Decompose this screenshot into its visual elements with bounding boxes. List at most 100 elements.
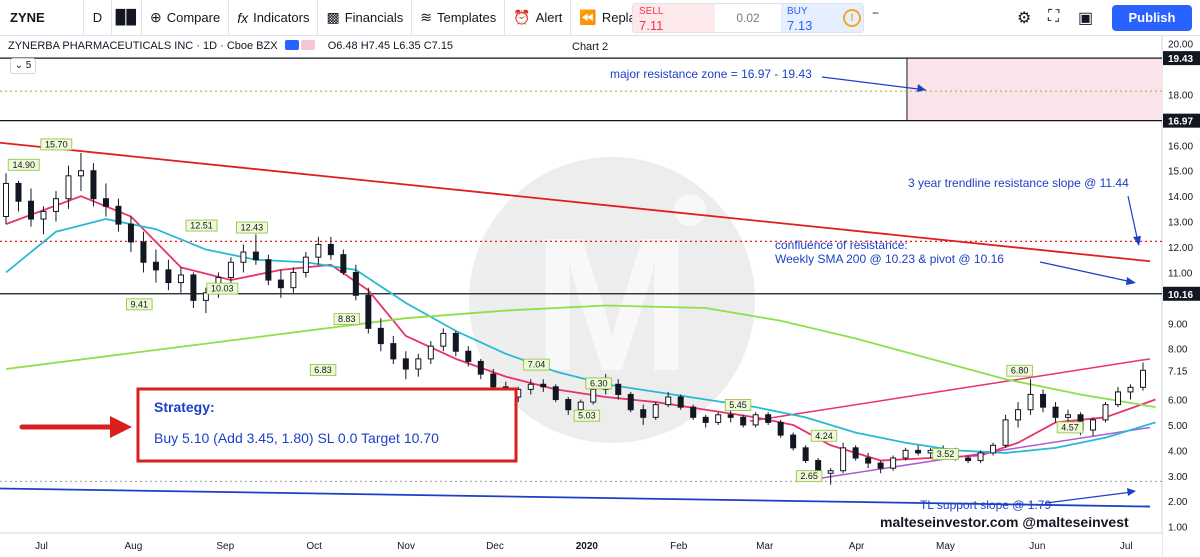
pivot-label-box <box>40 138 73 151</box>
y-tick-label: 11.00 <box>1168 268 1193 279</box>
pivot-label-text: 15.70 <box>45 139 68 149</box>
candle-body <box>40 210 47 220</box>
candle-body <box>1127 386 1134 393</box>
candle <box>827 468 834 485</box>
annotation-resistance-zone: major resistance zone = 16.97 - 19.43 <box>610 67 812 81</box>
candles-icon: ▉▉ <box>115 9 138 25</box>
x-tick-label: Apr <box>849 541 865 552</box>
candle-body <box>1102 404 1109 421</box>
collapse-count: 5 <box>25 60 32 71</box>
pivot-label: 2.65 <box>795 470 823 483</box>
price-chart[interactable]: M 14.90 15.70 9.41 12.51 10.03 12.43 6.83 8.83 5… <box>0 36 1200 557</box>
buy-label: BUY <box>787 6 808 17</box>
financials-label: Financials <box>344 10 404 25</box>
candle <box>877 460 884 474</box>
interval-button[interactable]: D <box>84 0 112 36</box>
y-tick-label: 14.00 <box>1168 192 1193 203</box>
trade-widget: SELL 7.11 0.02 BUY 7.13 <box>632 3 864 33</box>
chart-type-button[interactable]: ▉▉ <box>112 0 142 36</box>
candle <box>1115 386 1122 408</box>
fullscreen-icon[interactable]: ⛶ <box>1048 8 1060 25</box>
candle <box>1027 379 1034 415</box>
indicators-button[interactable]: fx Indicators <box>229 0 319 36</box>
candle <box>102 183 109 217</box>
settings-wave-icon[interactable] <box>300 40 315 50</box>
minimize-icon[interactable]: − <box>872 6 880 20</box>
candle <box>252 234 259 265</box>
time-axis[interactable] <box>0 533 1162 557</box>
pivot-label-text: 12.43 <box>241 223 264 233</box>
candle <box>365 287 372 334</box>
x-tick-label: Aug <box>124 541 142 552</box>
trendlines-layer <box>0 141 1151 508</box>
legend-collapse-button[interactable]: ⌄ 5 <box>10 58 36 74</box>
candle-body <box>1140 369 1146 388</box>
price-label-text: 10.16 <box>1168 290 1193 301</box>
compare-button[interactable]: ⊕ Compare <box>142 0 230 36</box>
candle <box>277 269 284 298</box>
candle-body <box>715 414 722 423</box>
arrowhead-tl-support <box>1127 488 1136 496</box>
candle-body <box>340 254 347 273</box>
warning-icon[interactable]: ! <box>843 9 861 27</box>
y-tick-label: 3.00 <box>1168 472 1188 483</box>
sell-button[interactable]: SELL 7.11 <box>633 4 715 32</box>
candle <box>840 442 847 474</box>
candle <box>427 341 434 364</box>
pivot-label-box <box>810 429 838 442</box>
candle-body <box>365 294 372 329</box>
pivot-label-text: 9.41 <box>131 299 149 309</box>
horizontal-lines-layer <box>0 57 1162 482</box>
candle-body <box>852 447 859 459</box>
y-tick-label: 5.00 <box>1168 421 1188 432</box>
y-tick-label: 16.00 <box>1168 141 1193 152</box>
strategy-arrowhead <box>110 416 132 438</box>
pivot-label-text: 6.80 <box>1011 366 1029 376</box>
publish-button[interactable]: Publish <box>1112 5 1192 31</box>
arrow-trendline <box>1127 195 1139 243</box>
financials-button[interactable]: ▩ Financials <box>318 0 413 36</box>
candle-body <box>740 416 747 426</box>
symbol-search[interactable]: ZYNE <box>0 0 84 36</box>
y-tick-label: 8.00 <box>1168 345 1188 356</box>
candle-body <box>127 223 134 243</box>
gear-icon[interactable]: ⚙ <box>1017 10 1032 27</box>
candle-body <box>652 404 659 418</box>
pivot-label-text: 8.83 <box>338 314 356 324</box>
chevron-down-icon: ⌄ <box>14 60 24 71</box>
templates-button[interactable]: ≋ Templates <box>412 0 506 36</box>
watermark-logo: M <box>469 157 755 443</box>
x-tick-label: Jul <box>35 541 48 552</box>
candle <box>1090 417 1097 436</box>
y-tick-label: 18.00 <box>1168 90 1193 101</box>
candle-body <box>390 343 397 360</box>
candle-body <box>115 205 122 225</box>
pivot-label: 5.45 <box>724 399 752 411</box>
visibility-icon[interactable] <box>284 40 299 50</box>
x-tick-label: May <box>936 541 955 552</box>
candle-body <box>765 414 772 423</box>
candle <box>115 198 122 232</box>
candle-body <box>27 200 34 220</box>
price-axis[interactable] <box>1162 36 1200 533</box>
rewind-icon: ⏪ <box>579 9 597 25</box>
camera-icon[interactable]: ▣ <box>1078 10 1094 27</box>
x-tick-label: 2020 <box>576 541 599 552</box>
candle-body <box>1115 391 1122 406</box>
candle-body <box>1002 419 1009 446</box>
interval-label: D <box>92 10 103 25</box>
strategy-box: Strategy: Buy 5.10 (Add 3.45, 1.80) SL 0… <box>19 387 518 463</box>
candle-body <box>1090 419 1097 431</box>
candle-body <box>665 396 672 406</box>
alert-button[interactable]: ⏰ Alert <box>505 0 572 36</box>
x-tick-label: Jun <box>1029 541 1045 552</box>
candle <box>27 188 34 227</box>
pivot-label-text: 4.57 <box>1061 422 1079 432</box>
pivot-label-box <box>523 358 550 371</box>
candle-body <box>477 360 484 375</box>
candle-body <box>227 261 234 279</box>
candle <box>315 236 322 265</box>
pivot-label-box <box>236 221 268 234</box>
candle-body <box>1065 414 1072 418</box>
templates-label: Templates <box>436 10 497 25</box>
